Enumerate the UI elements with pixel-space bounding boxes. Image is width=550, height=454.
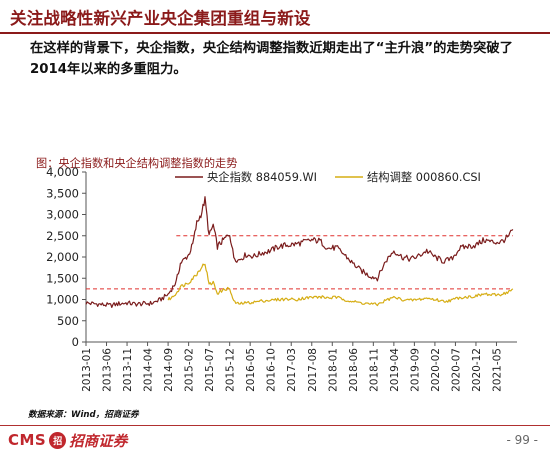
company-logo: CMS 招 招商证券 [8,430,127,450]
logo-mark-icon: 招 [49,431,67,449]
x-tick-label: 2015-07 [204,348,216,392]
x-tick-label: 2020-02 [430,348,442,392]
x-tick-label: 2015-02 [184,348,196,392]
x-tick-label: 2019-09 [409,348,421,392]
y-tick-label: 2,500 [46,229,79,243]
figure-caption: 图：央企指数和央企结构调整指数的走势 [36,157,238,170]
page-number: - 99 - [506,433,538,447]
data-source: 数据来源：Wind，招商证券 [28,410,139,420]
y-tick-label: 4,000 [46,165,79,179]
y-tick-label: 3,500 [46,186,79,200]
series-line-2 [167,263,514,307]
x-tick-label: 2013-01 [81,348,93,392]
x-tick-label: 2017-03 [286,348,298,392]
logo-chinese-name: 招商证券 [69,433,128,450]
x-tick-label: 2016-05 [245,348,257,392]
title-divider [0,32,550,34]
x-tick-label: 2019-04 [389,348,401,392]
y-tick-label: 0 [72,335,79,349]
legend-label-2: 结构调整 000860.CSI [367,170,481,184]
x-tick-label: 2018-11 [368,348,380,392]
x-tick-label: 2014-04 [143,348,155,392]
y-tick-label: 3,000 [46,208,79,222]
x-tick-label: 2018-06 [348,348,360,392]
x-tick-label: 2016-10 [266,348,278,392]
x-tick-label: 2013-11 [122,348,134,392]
x-tick-label: 2017-08 [307,348,319,392]
x-tick-label: 2014-09 [163,348,175,392]
series-line-1 [85,196,514,308]
x-tick-label: 2021-05 [491,348,503,392]
x-tick-label: 2018-01 [327,348,339,392]
body-paragraph: 在这样的背景下，央企指数，央企结构调整指数近期走出了“主升浪”的走势突破了201… [30,41,513,77]
y-tick-label: 1,000 [46,293,79,307]
legend-label-1: 央企指数 884059.WI [207,170,317,184]
y-tick-label: 2,000 [46,250,79,264]
footer-divider [0,425,550,426]
y-tick-label: 1,500 [46,271,79,285]
y-tick-label: 500 [57,314,79,328]
x-tick-label: 2013-06 [102,348,114,392]
x-tick-label: 2020-12 [471,348,483,392]
logo-text: CMS [8,431,47,449]
x-tick-label: 2015-12 [225,348,237,392]
x-tick-label: 2020-07 [450,348,462,392]
page-title: 关注战略性新兴产业央企集团重组与新设 [10,9,311,28]
